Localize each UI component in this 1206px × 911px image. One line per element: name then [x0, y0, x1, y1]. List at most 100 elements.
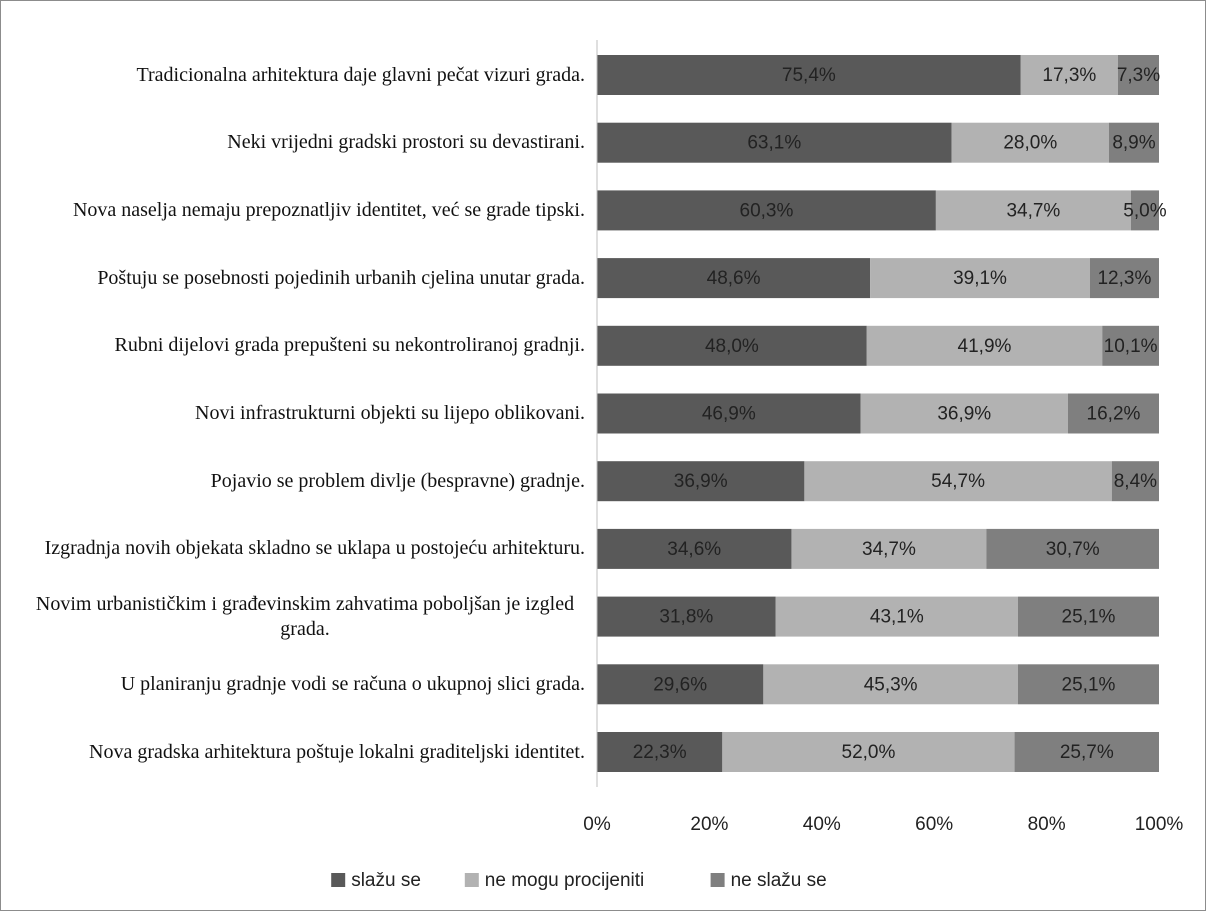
data-label: 41,9%: [958, 336, 1012, 357]
bar-segment: [804, 461, 1112, 502]
data-label: 22,3%: [633, 742, 687, 763]
x-tick-label: 40%: [803, 814, 841, 835]
data-label: 54,7%: [931, 471, 985, 492]
data-label: 34,6%: [667, 539, 721, 560]
legend-swatch: [464, 873, 479, 887]
category-label: Pojavio se problem divlje (bespravne) gr…: [0, 451, 585, 511]
bar-segment: [597, 325, 867, 366]
data-label: 36,9%: [674, 471, 728, 492]
bar-segment: [1017, 596, 1159, 637]
bar-segment: [1020, 55, 1118, 95]
bar-segment: [1017, 664, 1159, 705]
category-label: Rubni dijelovi grada prepušteni su nekon…: [0, 316, 585, 376]
bar-segment: [1067, 393, 1159, 434]
data-label: 60,3%: [740, 200, 794, 221]
data-label: 25,1%: [1062, 674, 1116, 695]
data-label: 8,4%: [1114, 471, 1157, 492]
category-label: Novim urbanističkim i građevinskim zahva…: [0, 587, 585, 647]
data-label: 45,3%: [864, 674, 918, 695]
x-tick-label: 60%: [915, 814, 953, 835]
data-label: 48,0%: [705, 336, 759, 357]
category-label: Izgradnja novih objekata skladno se ukla…: [0, 519, 585, 579]
data-label: 34,7%: [1006, 200, 1060, 221]
category-label: U planiranju gradnje vodi se računa o uk…: [0, 654, 585, 714]
data-label: 16,2%: [1087, 404, 1141, 425]
legend-swatch: [710, 873, 725, 887]
bar-segment: [986, 528, 1159, 569]
x-tick-label: 80%: [1028, 814, 1066, 835]
category-label: Nova naselja nemaju prepoznatljiv identi…: [0, 180, 585, 240]
category-text: Novi infrastrukturni objekti su lijepo o…: [195, 402, 585, 424]
data-label: 46,9%: [702, 404, 756, 425]
data-label: 12,3%: [1097, 268, 1151, 289]
data-label: 25,1%: [1062, 607, 1116, 628]
category-label: Nova gradska arhitektura poštuje lokalni…: [0, 722, 585, 782]
category-text: Rubni dijelovi grada prepušteni su nekon…: [114, 334, 585, 357]
category-text: Nova naselja nemaju prepoznatljiv identi…: [72, 198, 585, 221]
bar-segment: [722, 732, 1015, 772]
x-tick-label: 20%: [690, 814, 728, 835]
bar-segment: [860, 393, 1068, 434]
bar-segment: [1108, 122, 1159, 163]
bar-segment: [597, 461, 805, 502]
data-label: 39,1%: [953, 268, 1007, 289]
data-label: 25,7%: [1060, 742, 1114, 763]
bar-segment: [597, 596, 776, 637]
bar-segment: [1089, 258, 1159, 299]
bar-segment: [1117, 55, 1159, 95]
legend-label: ne slažu se: [731, 870, 827, 891]
data-label: 31,8%: [659, 607, 713, 628]
data-label: 75,4%: [782, 65, 836, 86]
data-label: 34,7%: [862, 539, 916, 560]
bar-segment: [597, 393, 861, 434]
bar-segment: [597, 528, 792, 569]
data-label: 28,0%: [1003, 133, 1057, 154]
data-label: 8,9%: [1112, 133, 1155, 154]
bar-segment: [1014, 732, 1159, 772]
bar-segment: [1111, 461, 1159, 502]
x-tick-label: 100%: [1135, 814, 1184, 835]
data-label: 43,1%: [870, 607, 924, 628]
category-label: Novi infrastrukturni objekti su lijepo o…: [0, 384, 585, 444]
bar-segment: [1130, 190, 1159, 231]
bar-segment: [1102, 325, 1159, 366]
bar-segment: [597, 732, 723, 772]
x-tick-label: 0%: [583, 814, 611, 835]
category-text: Izgradnja novih objekata skladno se ukla…: [44, 537, 585, 560]
category-text: Neki vrijedni gradski prostori su devast…: [227, 131, 585, 154]
bar-segment: [951, 122, 1109, 163]
category-text: Nova gradska arhitektura poštuje lokalni…: [89, 740, 585, 763]
bar-segment: [763, 664, 1018, 705]
data-label: 29,6%: [653, 674, 707, 695]
data-label: 63,1%: [747, 133, 801, 154]
category-label: Neki vrijedni gradski prostori su devast…: [0, 113, 585, 173]
data-label: 7,3%: [1117, 65, 1160, 86]
data-label: 52,0%: [842, 742, 896, 763]
data-label: 30,7%: [1046, 539, 1100, 560]
data-label: 10,1%: [1104, 336, 1158, 357]
bar-segment: [597, 258, 871, 299]
bar-segment: [870, 258, 1090, 299]
bar-segment: [791, 528, 987, 569]
legend-label: ne mogu procijeniti: [485, 870, 644, 891]
category-label: Poštuju se posebnosti pojedinih urbanih …: [0, 248, 585, 308]
data-label: 48,6%: [707, 268, 761, 289]
category-text: Poštuju se posebnosti pojedinih urbanih …: [97, 266, 585, 289]
bar-segment: [866, 325, 1103, 366]
bar-segment: [597, 55, 1021, 95]
legend-label: slažu se: [351, 870, 421, 891]
legend-swatch: [331, 873, 346, 887]
bar-segment: [597, 664, 764, 705]
data-label: 36,9%: [937, 404, 991, 425]
bar-segment: [935, 190, 1131, 231]
bar-segment: [597, 190, 936, 231]
category-label: Tradicionalna arhitektura daje glavni pe…: [0, 45, 585, 105]
category-text: Pojavio se problem divlje (bespravne) gr…: [210, 469, 585, 492]
data-label: 17,3%: [1042, 65, 1096, 86]
category-text: Novim urbanističkim i građevinskim zahva…: [35, 592, 575, 640]
category-text: U planiranju gradnje vodi se računa o uk…: [120, 672, 585, 695]
bar-segment: [775, 596, 1018, 637]
data-label: 5,0%: [1123, 200, 1166, 221]
